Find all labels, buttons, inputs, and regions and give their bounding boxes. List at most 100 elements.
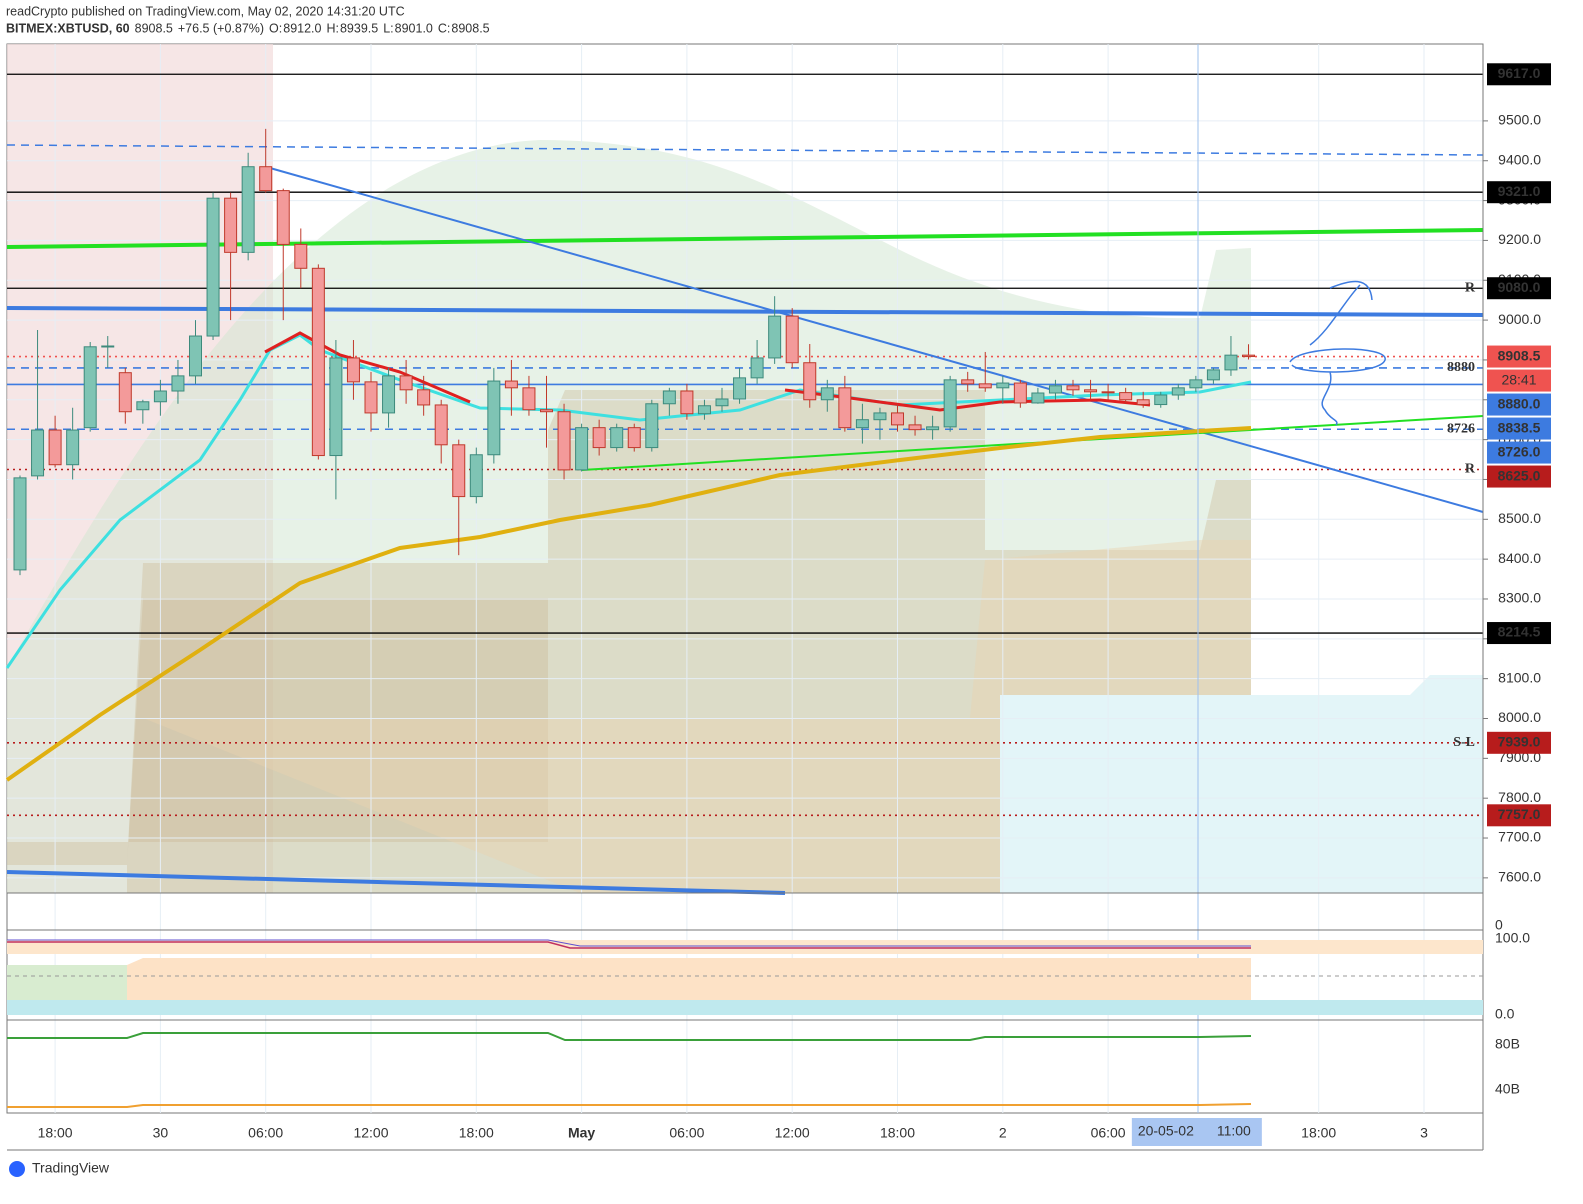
price-label-box	[1487, 465, 1551, 488]
candle-body	[855, 419, 869, 429]
trend-line	[6, 306, 1484, 317]
candle-body	[697, 405, 711, 415]
candle-body	[13, 477, 27, 571]
annotation: S-L	[1453, 735, 1475, 750]
price-label: 9321.0	[1498, 183, 1541, 199]
price-label: 8908.5	[1498, 347, 1541, 363]
price-label-box	[1487, 63, 1551, 86]
candle-body	[382, 375, 396, 414]
candle-body	[1066, 385, 1080, 391]
trend-line	[269, 167, 1484, 513]
cloud	[127, 390, 1251, 893]
candle-body	[592, 427, 606, 449]
candle-body	[978, 383, 992, 389]
price-label: 8625.0	[1498, 467, 1541, 483]
candle-body	[627, 427, 641, 449]
candles	[13, 128, 1255, 576]
cloud	[1000, 675, 1483, 893]
moving-average	[5, 426, 1252, 782]
candle-body	[329, 357, 343, 457]
x-tick-label: 18:00	[459, 1125, 494, 1141]
price-label-box	[1487, 441, 1551, 464]
panel-label: 80B	[1495, 1036, 1520, 1052]
header-text: L:	[383, 21, 393, 35]
header-text: 8908.5	[135, 21, 173, 35]
moving-average	[5, 333, 1252, 669]
y-tick-label: 8300.0	[1498, 590, 1541, 606]
x-tick-label: May	[568, 1125, 595, 1141]
band	[7, 958, 1251, 1000]
x-tick-label: 18:00	[1301, 1125, 1336, 1141]
band	[7, 940, 1483, 954]
candle-body	[1242, 354, 1255, 358]
candle-body	[469, 454, 483, 498]
band	[7, 1000, 1483, 1015]
logo	[9, 1161, 25, 1177]
publisher: readCrypto published on TradingView.com,…	[6, 4, 405, 18]
candle-body	[206, 197, 220, 337]
price-label-box	[1487, 393, 1551, 416]
candle-body	[803, 362, 817, 401]
cloud	[143, 540, 1251, 893]
candle-body	[891, 412, 904, 426]
candle-body	[153, 390, 167, 403]
header-text: H:	[326, 21, 339, 35]
candle-body	[504, 380, 518, 389]
y-tick-label: 7800.0	[1498, 789, 1541, 805]
candle-body	[1013, 382, 1027, 404]
candle-body	[1189, 379, 1203, 389]
panel-label: 40B	[1495, 1081, 1520, 1097]
candle-body	[1031, 392, 1045, 404]
candle-body	[189, 335, 202, 377]
candle-body	[1154, 394, 1168, 406]
x-tick-label: 30	[153, 1125, 169, 1141]
candle-body	[171, 375, 185, 392]
x-tick-label: 18:00	[880, 1125, 915, 1141]
price-label-box	[1487, 277, 1551, 300]
indicator-line	[7, 1103, 1252, 1108]
header-text: 8912.0	[283, 21, 321, 35]
candle-body	[680, 390, 694, 415]
indicator-line	[7, 1032, 1252, 1041]
price-label-box	[1487, 181, 1551, 204]
candle-body	[522, 387, 536, 411]
annotations: 8880 8726 R R S-L	[1447, 280, 1476, 750]
price-label: 7757.0	[1498, 806, 1541, 822]
crosshair-date: 20-05-02	[1138, 1123, 1194, 1139]
candle-body	[750, 357, 764, 379]
candle-body	[1119, 392, 1133, 401]
panel-label: 0	[1495, 917, 1503, 933]
candle-body	[452, 444, 466, 498]
x-axis: 18:00 30 06:00 12:00 18:00 May 06:00 12:00 18:00…	[38, 1118, 1428, 1146]
candle-body	[259, 166, 273, 192]
candle-body	[961, 379, 975, 385]
candle-body	[926, 426, 940, 431]
candle-body	[311, 267, 325, 457]
candle-body	[487, 380, 501, 456]
crosshair-time: 11:00	[1217, 1123, 1251, 1139]
indicator-line	[7, 939, 1251, 947]
brand: TradingView	[32, 1160, 110, 1176]
indicator-line	[7, 941, 1251, 949]
x-tick-label: 06:00	[248, 1125, 283, 1141]
candle-body	[908, 424, 922, 431]
candle-body	[610, 427, 624, 449]
y-tick-label: 9400.0	[1498, 151, 1541, 167]
candle-body	[943, 379, 957, 428]
candle-body	[48, 429, 62, 466]
candle-body	[346, 357, 360, 383]
candle-body	[557, 411, 571, 471]
candle-body	[540, 409, 553, 413]
price-label: 8838.5	[1498, 419, 1541, 435]
header-text: O:	[269, 21, 282, 35]
y-tick-label: 8100.0	[1498, 669, 1541, 685]
header-text: +76.5 (+0.87%)	[178, 21, 264, 35]
x-tick-label: 06:00	[669, 1125, 704, 1141]
y-tick-label: 8400.0	[1498, 550, 1541, 566]
panel-label: 100.0	[1495, 930, 1530, 946]
annotation: 8880	[1447, 360, 1475, 375]
candle-body	[417, 389, 431, 406]
header-text: 8901.0	[395, 21, 433, 35]
price-label: 9617.0	[1498, 65, 1541, 81]
y-tick-label: 7600.0	[1498, 869, 1541, 885]
